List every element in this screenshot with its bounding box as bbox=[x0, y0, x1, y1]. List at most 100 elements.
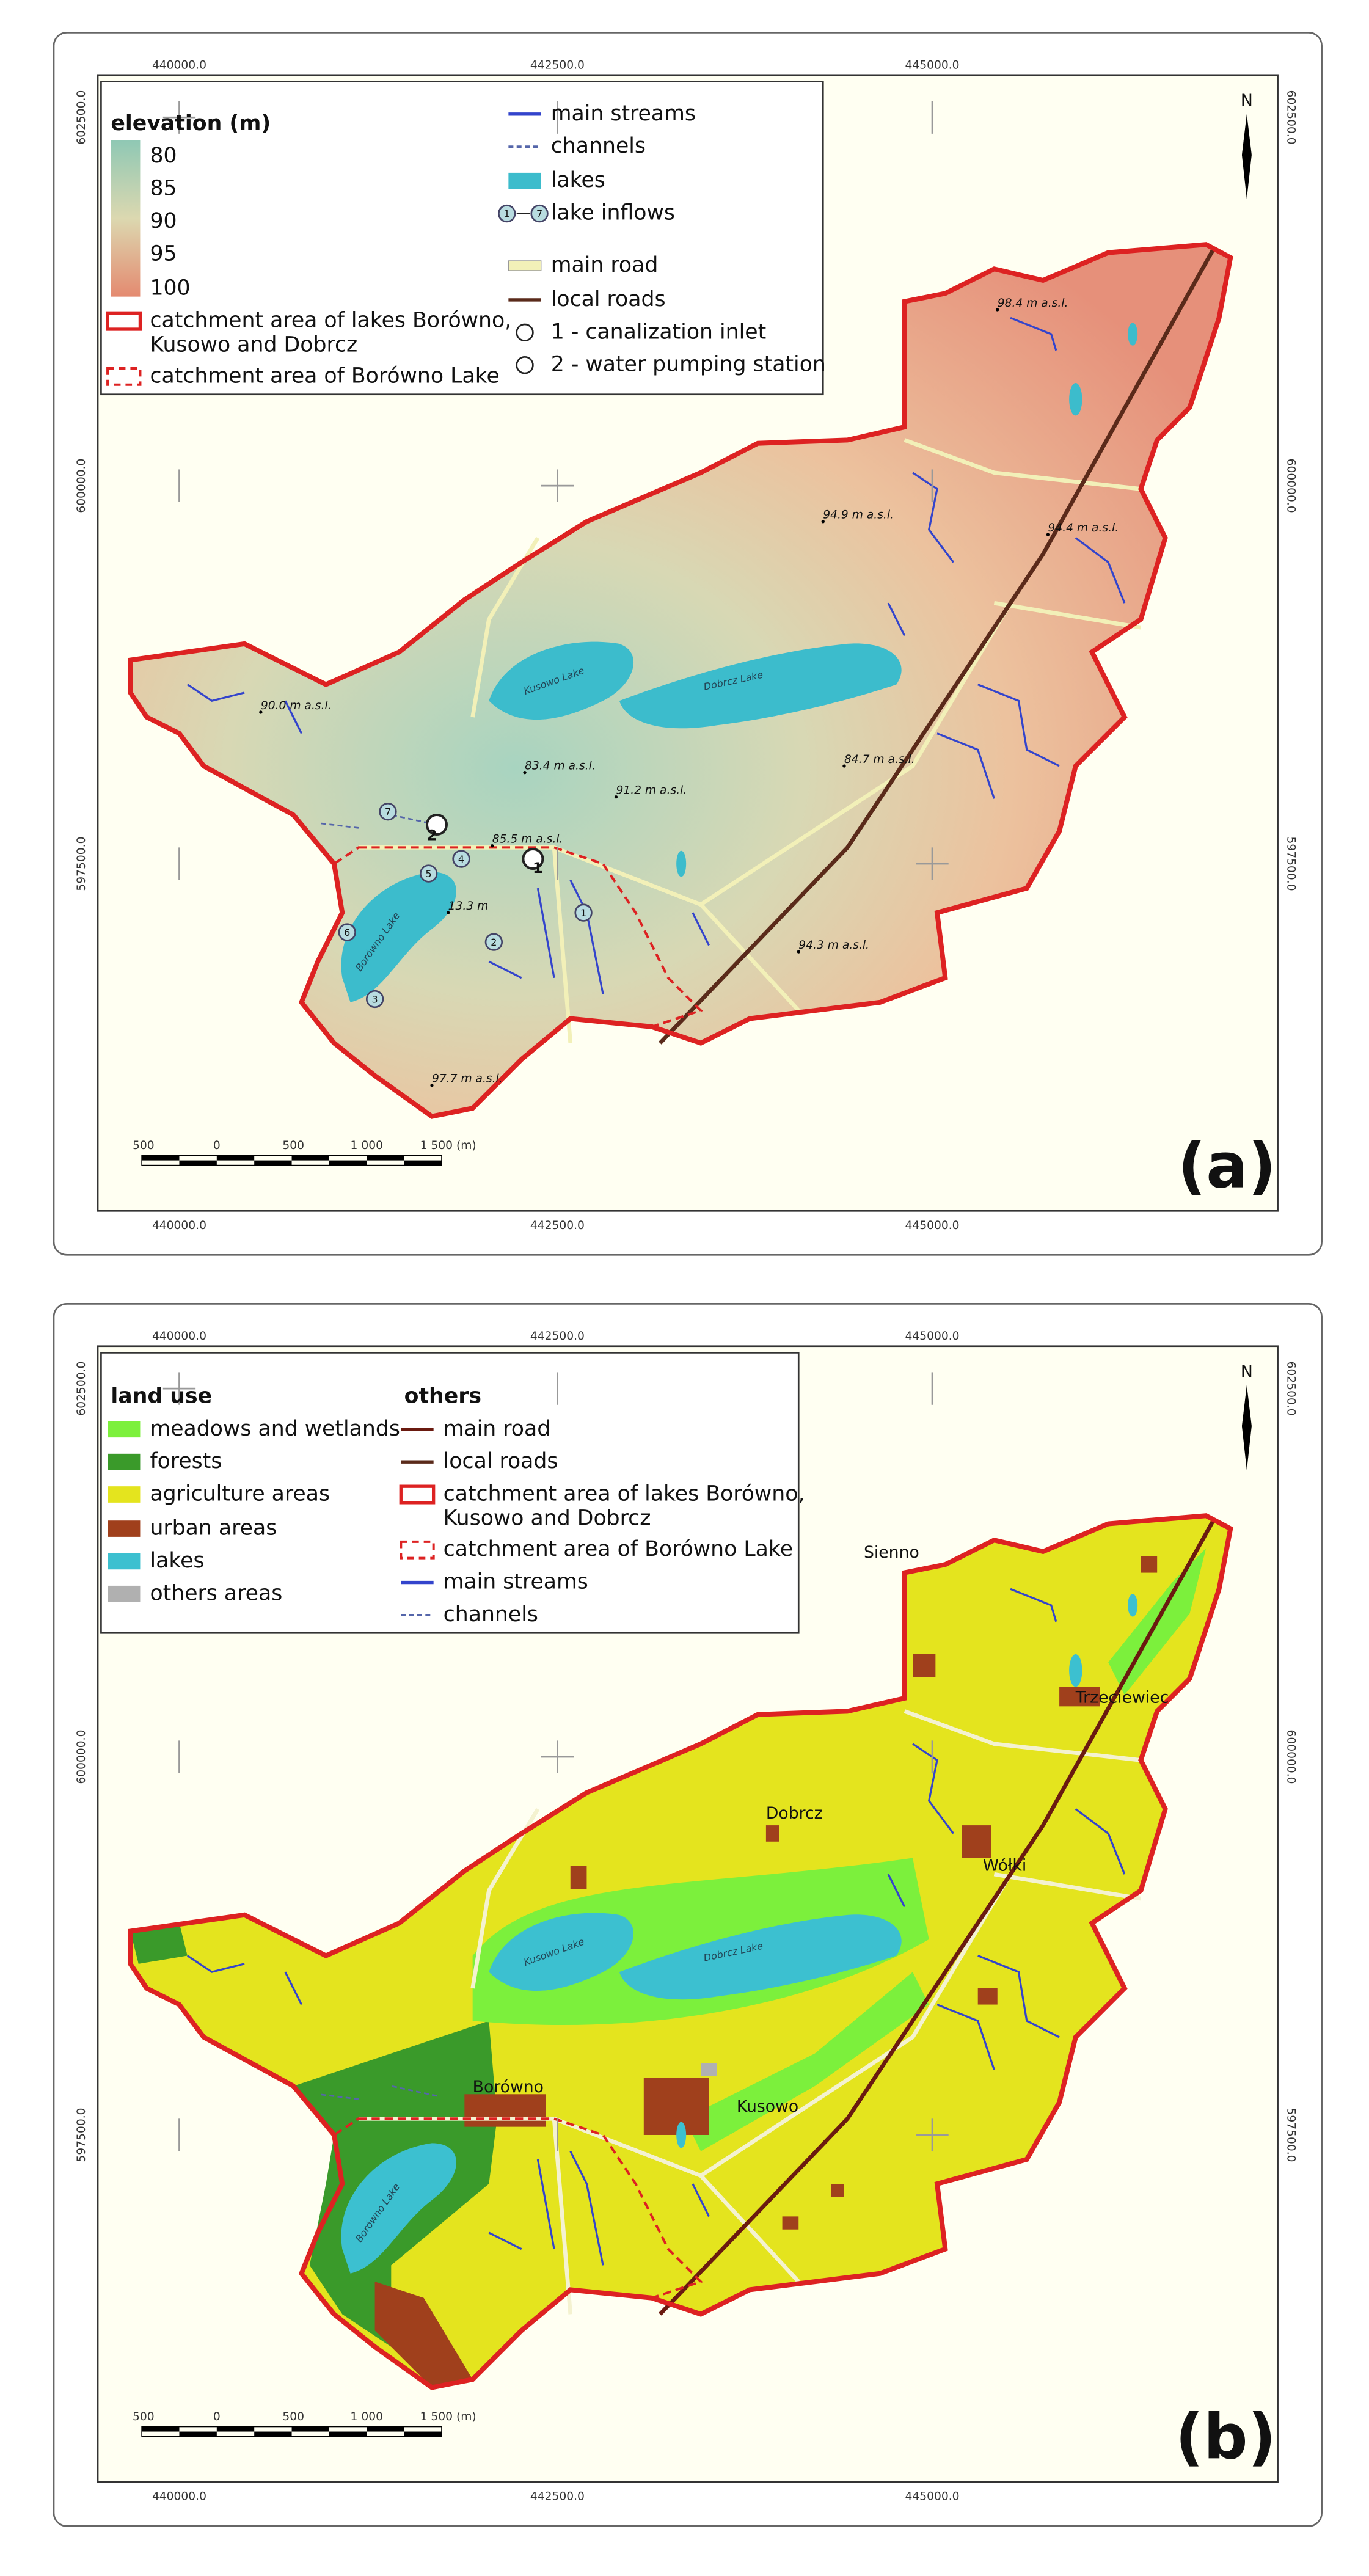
legend-item: lakes bbox=[150, 1549, 204, 1573]
north-label: N bbox=[1241, 1362, 1253, 1381]
north-arrow bbox=[1241, 114, 1252, 199]
x-coord: 440000.0 bbox=[152, 1330, 206, 1343]
legend-item: lake inflows bbox=[551, 201, 675, 225]
roads-light bbox=[358, 1709, 1142, 2315]
place-name: Wółki bbox=[983, 1856, 1027, 1875]
legend-item: urban areas bbox=[150, 1516, 277, 1541]
legend-scale: 95 bbox=[150, 241, 177, 266]
legend-item: main road bbox=[551, 253, 659, 277]
map-a: 440000.0 440000.0 442500.0 442500.0 445000.0… bbox=[53, 32, 1323, 1256]
scale-bar bbox=[367, 2426, 404, 2432]
y-coord: 602500.0 bbox=[75, 90, 88, 145]
x-coord: 442500.0 bbox=[530, 1219, 585, 1232]
y-coord: 597500.0 bbox=[75, 837, 88, 891]
elevation-point bbox=[996, 308, 999, 312]
panel-label: (a) bbox=[1178, 1129, 1276, 1202]
place-name: Kusowo bbox=[737, 2097, 798, 2116]
legend-scale: 90 bbox=[150, 209, 177, 233]
legend-scale: 85 bbox=[150, 177, 177, 201]
station-label: 1 bbox=[533, 859, 543, 877]
inflow-label: 3 bbox=[372, 993, 378, 1005]
legend-item: 1 - canalization inlet bbox=[551, 319, 766, 344]
scale-bar bbox=[216, 1155, 255, 1161]
inflow-marker bbox=[574, 903, 593, 922]
station-point bbox=[425, 814, 448, 836]
elevation-point bbox=[821, 520, 825, 524]
scale-label: 500 bbox=[133, 1139, 155, 1152]
scale-bar bbox=[179, 1160, 217, 1166]
elevation-label: 97.7 m a.s.l. bbox=[432, 1073, 503, 1085]
elevation-point bbox=[1046, 533, 1050, 536]
legend-item: meadows and wetlands bbox=[150, 1417, 400, 1441]
main-road bbox=[358, 438, 1142, 1043]
scale-bar bbox=[254, 2431, 292, 2437]
scale-label: 500 bbox=[282, 1139, 304, 1152]
legend-item: 2 - water pumping station bbox=[551, 352, 826, 377]
inflow-label: 1 bbox=[580, 907, 586, 919]
inflow-marker bbox=[379, 803, 397, 821]
legend-item: main streams bbox=[444, 1570, 588, 1594]
x-coord: 445000.0 bbox=[905, 1330, 959, 1343]
main-road bbox=[659, 1517, 1216, 2316]
legend-scale: 80 bbox=[150, 144, 177, 168]
x-coord: 442500.0 bbox=[530, 1330, 585, 1343]
elevation-label: 90.0 m a.s.l. bbox=[261, 699, 332, 712]
scale-bar bbox=[141, 1155, 442, 1166]
scale-bar bbox=[142, 2426, 180, 2432]
legend-item: channels bbox=[551, 134, 646, 158]
legend-item: local roads bbox=[551, 287, 666, 312]
inflow-icon-label: 7 bbox=[536, 208, 542, 219]
inflow-marker bbox=[484, 933, 503, 951]
legend-swatch bbox=[399, 1484, 436, 1505]
y-coord: 600000.0 bbox=[1284, 459, 1297, 513]
legend-swatch bbox=[108, 1520, 141, 1537]
legend-item: lakes bbox=[551, 168, 605, 192]
north-label: N bbox=[1241, 91, 1253, 110]
legend-item: catchment area of lakes Borówno, bbox=[150, 308, 511, 333]
inflow-marker bbox=[452, 850, 470, 868]
scale-label: 1 000 bbox=[351, 1139, 383, 1152]
forests bbox=[130, 1923, 497, 2347]
x-coord: 445000.0 bbox=[905, 2490, 959, 2503]
legend-swatch bbox=[108, 1421, 141, 1438]
scale-label: 0 bbox=[213, 1139, 221, 1152]
legend-item: catchment area of lakes Borówno, bbox=[444, 1482, 805, 1506]
x-coord: 445000.0 bbox=[905, 59, 959, 71]
inflow-label: 6 bbox=[344, 927, 350, 938]
elevation-point bbox=[446, 911, 450, 914]
legend-item: others areas bbox=[150, 1581, 282, 1605]
inflow-marker bbox=[419, 864, 438, 883]
y-coord: 602500.0 bbox=[75, 1362, 88, 1416]
station-label: 2 bbox=[427, 827, 437, 844]
inflow-icon bbox=[498, 204, 516, 223]
x-coord: 440000.0 bbox=[152, 59, 206, 71]
legend-swatch bbox=[400, 1540, 435, 1560]
scale-label: 0 bbox=[213, 2410, 221, 2423]
x-coord: 440000.0 bbox=[152, 1219, 206, 1232]
legend-swatch bbox=[516, 323, 534, 342]
legend-scale: 100 bbox=[150, 275, 190, 300]
legend-swatch bbox=[108, 1453, 141, 1470]
inflow-label: 5 bbox=[426, 868, 432, 880]
meadows-wetlands bbox=[472, 1548, 1207, 2151]
panel-label: (b) bbox=[1175, 2401, 1276, 2473]
elevation-point bbox=[842, 764, 846, 768]
inflow-icon-label: 1 bbox=[504, 208, 510, 219]
local-road bbox=[659, 246, 1216, 1045]
legend-swatch bbox=[106, 311, 142, 331]
elevation-label: 13.3 m bbox=[448, 900, 489, 913]
legend-title: others bbox=[404, 1384, 481, 1408]
channels bbox=[318, 2085, 437, 2100]
x-coord: 445000.0 bbox=[905, 1219, 959, 1232]
map-b: 440000.0 440000.0 442500.0 442500.0 445000.0… bbox=[53, 1303, 1323, 2527]
x-coord: 442500.0 bbox=[530, 59, 585, 71]
legend-swatch bbox=[516, 356, 534, 374]
scale-bar bbox=[329, 1160, 367, 1166]
y-coord: 600000.0 bbox=[75, 459, 88, 513]
elevation-label: 94.4 m a.s.l. bbox=[1048, 522, 1119, 535]
scale-bar bbox=[179, 2431, 217, 2437]
elevation-point bbox=[614, 795, 618, 799]
legend-title: land use bbox=[111, 1384, 212, 1408]
scale-bar bbox=[291, 2426, 329, 2432]
